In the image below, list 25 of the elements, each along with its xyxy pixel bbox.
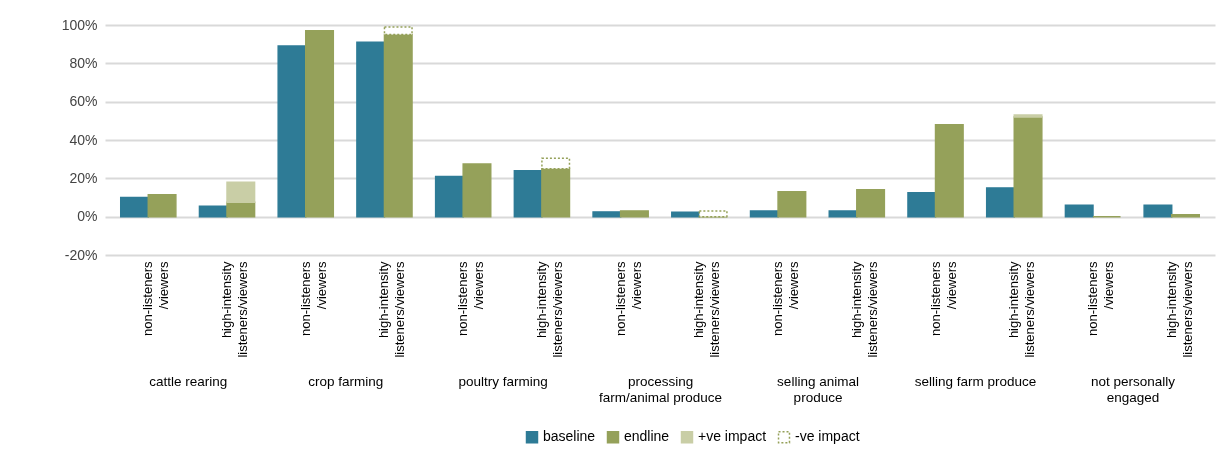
y-tick-label: 80% — [69, 54, 98, 71]
y-tick-label: 100% — [61, 16, 98, 33]
y-tick-label: 40% — [69, 131, 98, 148]
text: not personally engaged — [1090, 374, 1176, 405]
x-tick-label: non-listeners /viewers — [455, 261, 487, 336]
x-tick-label: non-listeners /viewers — [297, 261, 329, 336]
text: crop farming — [308, 374, 384, 389]
y-tick-label: 0% — [77, 208, 98, 225]
text: poultry farming — [458, 374, 548, 389]
x-tick-label: non-listeners /viewers — [1084, 261, 1116, 336]
text: selling animal produce — [777, 374, 859, 405]
x-tick-label: non-listeners /viewers — [927, 261, 959, 336]
y-tick-label: 60% — [69, 93, 98, 110]
x-tick-label: non-listeners /viewers — [612, 261, 644, 336]
text: processing farm/animal produce — [599, 374, 723, 405]
x-tick-label: non-listeners /viewers — [770, 261, 802, 336]
y-tick-label: 20% — [69, 169, 98, 186]
text: cattle rearing — [149, 374, 228, 389]
legend-label: -ve impact — [795, 428, 860, 445]
x-tick-label: non-listeners /viewers — [140, 261, 172, 336]
text: selling farm produce — [914, 374, 1037, 389]
y-tick-label: -20% — [64, 246, 98, 263]
legend-label: endline — [624, 428, 670, 445]
legend-label: baseline — [543, 428, 596, 445]
legend-label: +ve impact — [698, 428, 767, 445]
